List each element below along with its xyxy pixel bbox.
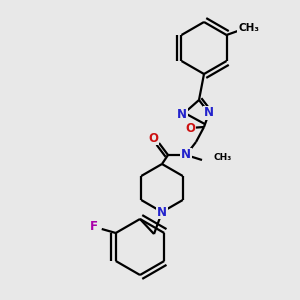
Text: O: O xyxy=(148,131,158,145)
Text: N: N xyxy=(181,148,191,161)
Text: CH₃: CH₃ xyxy=(238,23,259,33)
Text: CH₃: CH₃ xyxy=(214,154,232,163)
Text: O: O xyxy=(185,122,195,134)
Text: N: N xyxy=(177,109,187,122)
Text: F: F xyxy=(90,220,98,233)
Text: N: N xyxy=(157,206,167,218)
Text: N: N xyxy=(204,106,214,119)
